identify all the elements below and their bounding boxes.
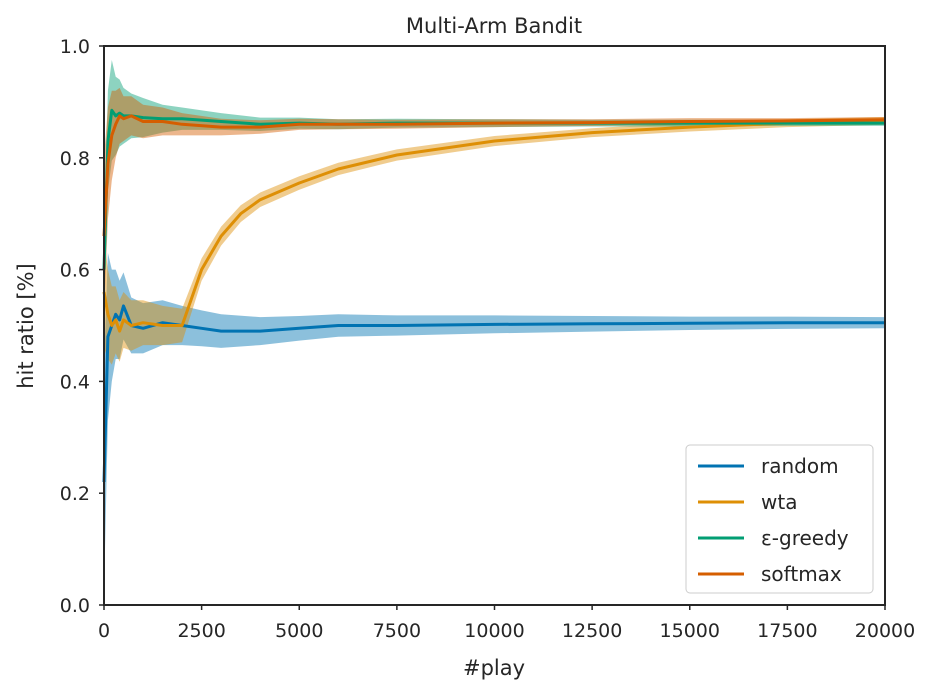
y-tick-label: 0.2 <box>60 483 90 505</box>
x-tick-label: 0 <box>98 620 110 642</box>
x-tick-label: 10000 <box>464 620 524 642</box>
x-axis-title: #play <box>463 656 525 680</box>
y-tick-label: 0.0 <box>60 595 90 617</box>
legend-label-wta: wta <box>761 490 797 514</box>
y-tick-label: 1.0 <box>60 36 90 58</box>
x-tick-label: 7500 <box>373 620 421 642</box>
legend-label-softmax: softmax <box>761 562 842 586</box>
y-tick-label: 0.8 <box>60 148 90 170</box>
y-tick-label: 0.4 <box>60 371 90 393</box>
legend-label-greedy: ε-greedy <box>761 526 849 550</box>
y-axis: 0.0 0.2 0.4 0.6 0.8 1.0 <box>60 36 104 617</box>
x-tick-label: 2500 <box>177 620 225 642</box>
x-tick-label: 17500 <box>757 620 817 642</box>
legend: random wta ε-greedy softmax <box>685 444 874 594</box>
legend-box <box>685 444 874 594</box>
series-band-wta <box>104 117 885 365</box>
x-tick-label: 20000 <box>855 620 915 642</box>
x-axis: 0 2500 5000 7500 10000 12500 15000 17500 20000 <box>98 605 915 642</box>
x-tick-label: 15000 <box>660 620 720 642</box>
series-line-random <box>102 304 885 483</box>
y-axis-title: hit ratio [%] <box>14 263 38 389</box>
x-tick-label: 12500 <box>562 620 622 642</box>
plot-area <box>102 60 886 594</box>
legend-label-random: random <box>761 454 839 478</box>
y-tick-label: 0.6 <box>60 260 90 282</box>
series-line-wta <box>102 119 886 333</box>
series-line-softmax <box>102 114 886 237</box>
series-band-random <box>104 252 885 594</box>
chart-title: Multi-Arm Bandit <box>406 14 582 38</box>
x-tick-label: 5000 <box>275 620 323 642</box>
